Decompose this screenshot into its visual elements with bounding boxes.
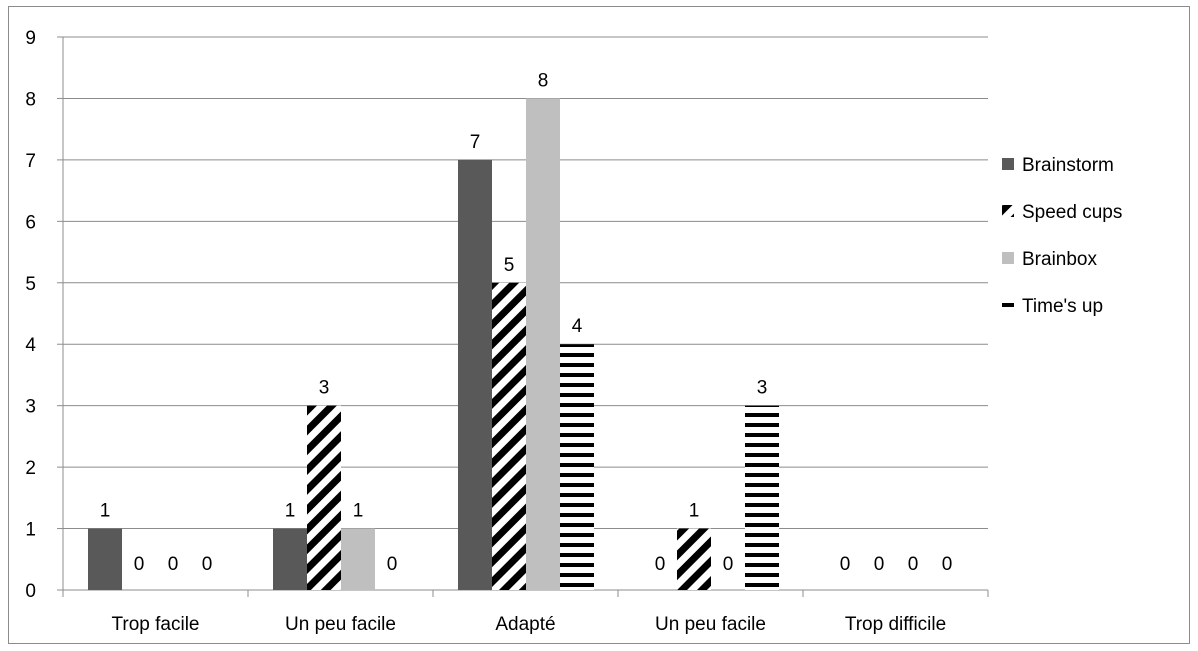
y-tick-label: 8 — [25, 89, 36, 110]
y-tick-label: 9 — [25, 28, 36, 49]
x-category-label: Trop facile — [112, 614, 200, 635]
legend-swatch — [1002, 252, 1014, 264]
data-label: 1 — [285, 501, 296, 522]
bar-brainbox — [526, 98, 560, 590]
data-label: 0 — [168, 554, 179, 575]
data-label: 1 — [353, 501, 364, 522]
y-tick-label: 2 — [25, 458, 36, 479]
y-tick-label: 6 — [25, 212, 36, 233]
bar-speed-cups — [492, 282, 526, 590]
data-label: 3 — [757, 378, 768, 399]
bar-brainstorm — [458, 159, 492, 590]
bar-speed-cups — [307, 405, 341, 590]
data-label: 3 — [319, 378, 330, 399]
data-label: 0 — [908, 554, 919, 575]
x-category-label: Un peu facile — [285, 614, 396, 635]
data-label: 1 — [689, 501, 700, 522]
x-category-label: Adapté — [495, 614, 555, 635]
data-label: 4 — [572, 316, 583, 337]
y-tick-label: 4 — [25, 335, 36, 356]
bar-brainstorm — [273, 528, 307, 590]
data-label: 7 — [470, 132, 481, 153]
y-tick-label: 0 — [25, 581, 36, 602]
bar-time-s-up — [745, 405, 779, 590]
y-tick-label: 1 — [25, 520, 36, 541]
legend-swatch — [1002, 299, 1014, 311]
axes: 0 1 2 3 4 5 6 7 8 9 Trop facile Un peu facile Adapté… — [25, 28, 989, 635]
chart-frame — [8, 6, 1190, 644]
data-label: 0 — [840, 554, 851, 575]
bars — [88, 98, 779, 590]
y-tick-label: 5 — [25, 274, 36, 295]
x-category-label: Trop difficile — [845, 614, 946, 635]
gridlines — [63, 36, 988, 530]
bar-brainstorm — [88, 528, 122, 590]
legend-swatch — [1002, 205, 1014, 217]
bar-speed-cups — [677, 528, 711, 590]
data-label: 0 — [134, 554, 145, 575]
legend-entry: Brainstorm — [1022, 155, 1114, 176]
legend-entry: Time's up — [1022, 296, 1103, 317]
data-label: 1 — [100, 501, 111, 522]
bar-brainbox — [341, 528, 375, 590]
data-label: 8 — [538, 70, 549, 91]
x-category-label: Un peu facile — [655, 614, 766, 635]
bar-time-s-up — [560, 344, 594, 590]
data-label: 0 — [202, 554, 213, 575]
y-tick-label: 7 — [25, 151, 36, 172]
data-label: 0 — [942, 554, 953, 575]
data-labels: 1 0 0 0 1 3 1 0 7 5 8 4 0 1 0 3 0 0 0 0 — [100, 70, 953, 575]
legend-entry: Brainbox — [1022, 249, 1097, 270]
data-label: 0 — [655, 554, 666, 575]
data-label: 0 — [387, 554, 398, 575]
legend: Brainstorm Speed cups Brainbox Time's up — [1002, 155, 1122, 317]
data-label: 5 — [504, 255, 515, 276]
legend-entry: Speed cups — [1022, 202, 1122, 223]
data-label: 0 — [723, 554, 734, 575]
legend-swatch — [1002, 158, 1014, 170]
y-tick-label: 3 — [25, 397, 36, 418]
data-label: 0 — [874, 554, 885, 575]
